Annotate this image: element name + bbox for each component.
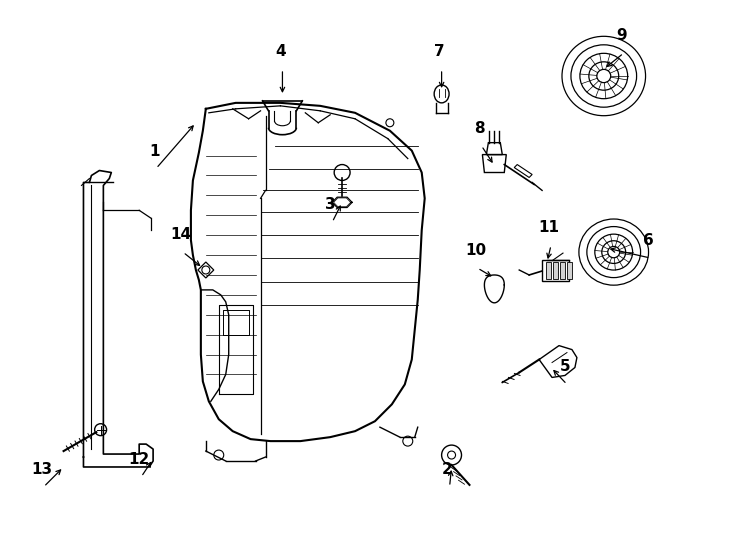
Text: 5: 5 xyxy=(559,360,570,374)
Text: 14: 14 xyxy=(170,227,192,242)
Polygon shape xyxy=(553,262,558,279)
Text: 10: 10 xyxy=(465,243,486,258)
Text: 11: 11 xyxy=(539,220,559,235)
Text: 13: 13 xyxy=(31,462,52,477)
Polygon shape xyxy=(546,262,551,279)
Polygon shape xyxy=(567,262,572,279)
Text: 6: 6 xyxy=(643,233,654,248)
Text: 12: 12 xyxy=(128,452,150,467)
Text: 1: 1 xyxy=(149,144,159,159)
Text: 8: 8 xyxy=(474,121,484,136)
Text: 9: 9 xyxy=(617,28,627,43)
Text: 3: 3 xyxy=(325,197,335,212)
Text: 2: 2 xyxy=(442,462,453,477)
Text: 4: 4 xyxy=(275,44,286,59)
Text: 7: 7 xyxy=(435,44,445,59)
Polygon shape xyxy=(560,262,565,279)
